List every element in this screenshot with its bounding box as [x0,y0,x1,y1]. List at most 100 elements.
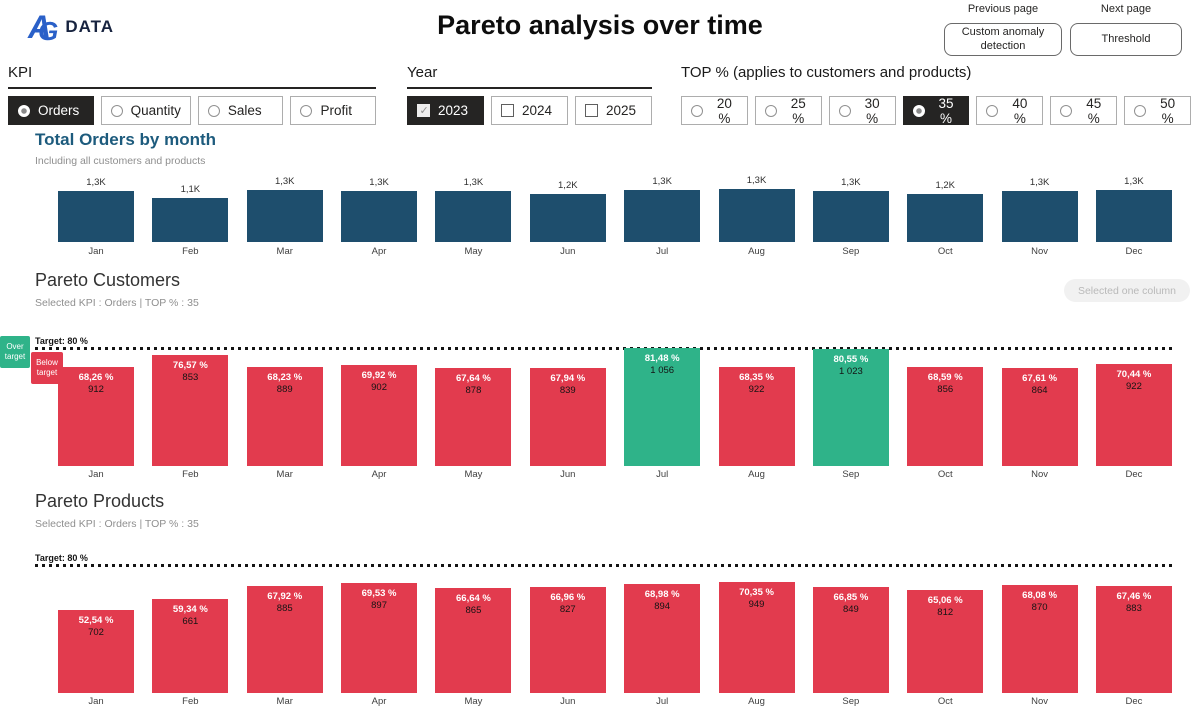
products-bar-pct-label: 67,46 % [1116,591,1152,603]
products-month-label-oct: Oct [937,696,953,707]
products-bar-dec[interactable]: 67,46 % 883 [1095,586,1172,693]
products-bar-column-nov: 68,08 % 870 [1001,558,1078,693]
orders-month-label-sep: Sep [842,246,860,257]
customers-bar-column-nov: 67,61 % 864 [1001,340,1078,466]
kpi-filter-group: KPI Orders Quantity Sales Profit [8,64,377,125]
orders-bar-apr[interactable] [341,191,418,242]
products-target-label: Target: 80 % [35,553,88,563]
kpi-option-orders[interactable]: Orders [8,96,94,125]
year-option-2024[interactable]: 2024 [491,96,568,125]
top-pct-option-25[interactable]: 25 % [754,95,822,126]
orders-month-label-jan: Jan [88,246,104,257]
products-bar-oct[interactable]: 65,06 % 812 [907,590,984,693]
orders-bar-may[interactable] [435,190,512,242]
customers-bar-pct-label: 68,23 % [267,372,303,384]
top-pct-options: 20 % 25 % 30 % 35 % 40 % 45 % 50 % [681,95,1192,126]
products-bar-aug[interactable]: 70,35 % 949 [718,581,795,693]
year-option-2023[interactable]: 2023 [407,96,484,125]
products-bar-jan[interactable]: 52,54 % 702 [58,610,134,693]
orders-bar-column-apr: 1,3K [341,172,418,242]
customers-bar-column-may: 67,64 % 878 [435,340,512,466]
customers-bar-jun[interactable]: 67,94 % 839 [529,367,606,466]
orders-bar-mar[interactable] [246,190,323,242]
orders-bar-nov[interactable] [1001,190,1078,242]
customers-bar-column-feb: 76,57 % 853 [152,340,229,466]
products-bar-mar[interactable]: 67,92 % 885 [246,585,323,693]
top-pct-option-40[interactable]: 40 % [976,96,1044,126]
products-bar-apr[interactable]: 69,53 % 897 [341,583,418,693]
customers-bar-value-label: 922 [748,383,765,395]
top-pct-option-30[interactable]: 30 % [828,96,896,126]
customers-bar-jul[interactable]: 81,48 % 1 056 [624,347,701,466]
products-bar-value-label: 885 [276,602,293,614]
kpi-options: Orders Quantity Sales Profit [8,96,377,125]
top-pct-option-35[interactable]: 35 % [902,96,970,126]
next-page-label[interactable]: Next page [1100,3,1152,15]
products-bar-column-apr: 69,53 % 897 [341,558,418,693]
customers-bar-jan[interactable]: 68,26 % 912 [58,367,134,466]
customers-chart-subtitle: Selected KPI : Orders | TOP % : 35 [35,297,199,309]
customers-bar-oct[interactable]: 68,59 % 856 [907,366,984,466]
products-bar-may[interactable]: 66,64 % 865 [435,587,512,693]
orders-bar-jan[interactable] [58,190,134,242]
customers-bar-column-mar: 68,23 % 889 [246,340,323,466]
custom-anomaly-detection-button[interactable]: Custom anomaly detection [944,23,1062,56]
customers-bar-value-label: 878 [465,384,482,396]
threshold-button[interactable]: Threshold [1070,23,1182,56]
orders-month-label-mar: Mar [276,246,293,257]
orders-bar-oct[interactable] [907,193,984,242]
products-bar-feb[interactable]: 59,34 % 661 [152,599,229,693]
orders-bar-jul[interactable] [624,190,701,242]
logo-text: DATA [65,17,115,36]
year-option-2025[interactable]: 2025 [575,96,652,125]
products-plot: Target: 80 % 52,54 % 702 59,34 % 661 67,92 %… [35,553,1172,693]
top-pct-option-45[interactable]: 45 % [1050,96,1118,126]
customers-bar-aug[interactable]: 68,35 % 922 [718,366,795,466]
products-bar-pct-label: 52,54 % [78,615,114,626]
top-pct-option-label: 25 % [790,95,806,126]
products-bar-value-label: 949 [748,598,765,610]
top-pct-option-50[interactable]: 50 % [1124,96,1192,126]
orders-bar-jun[interactable] [529,194,606,242]
below-target-legend-badge: Below target [31,352,63,384]
orders-bar-feb[interactable] [152,197,229,242]
customers-bar-pct-label: 69,92 % [361,369,397,381]
products-bar-jul[interactable]: 68,98 % 894 [624,584,701,693]
customers-bar-may[interactable]: 67,64 % 878 [435,367,512,466]
products-bar-column-aug: 70,35 % 949 [718,558,795,693]
customers-bar-sep[interactable]: 80,55 % 1 023 [812,349,889,466]
customers-bar-feb[interactable]: 76,57 % 853 [152,355,229,466]
products-chart-title: Pareto Products [35,491,165,511]
customers-bar-value-label: 839 [559,384,576,396]
products-bar-column-sep: 66,85 % 849 [812,558,889,693]
products-month-label-sep: Sep [842,696,860,707]
orders-month-label-may: May [464,246,483,257]
orders-bar-aug[interactable] [718,189,795,242]
selected-one-column-button[interactable]: Selected one column [1064,279,1190,302]
customers-bar-apr[interactable]: 69,92 % 902 [341,364,418,466]
customers-bar-mar[interactable]: 68,23 % 889 [246,367,323,466]
top-pct-option-20[interactable]: 20 % [681,96,748,126]
products-bar-sep[interactable]: 66,85 % 849 [812,587,889,693]
orders-bar-value-label: 1,2K [558,180,578,192]
customers-bar-value-label: 853 [182,372,199,383]
kpi-option-sales[interactable]: Sales [197,96,284,125]
radio-icon [1060,104,1073,117]
customers-bar-dec[interactable]: 70,44 % 922 [1095,363,1172,466]
customers-bar-value-label: 856 [937,383,954,395]
orders-bar-value-label: 1,3K [86,176,106,188]
customers-bar-column-aug: 68,35 % 922 [718,340,795,466]
orders-bar-sep[interactable] [812,191,889,242]
customers-bar-column-dec: 70,44 % 922 [1095,340,1172,466]
orders-bar-value-label: 1,3K [274,176,295,188]
kpi-option-quantity[interactable]: Quantity [100,96,191,125]
customers-bar-nov[interactable]: 67,61 % 864 [1001,368,1078,466]
products-bar-value-label: 894 [654,601,671,612]
radio-icon [300,104,313,117]
kpi-option-profit[interactable]: Profit [290,96,377,125]
previous-page-label[interactable]: Previous page [967,3,1039,15]
products-bar-jun[interactable]: 66,96 % 827 [529,587,606,693]
orders-bar-dec[interactable] [1095,190,1172,242]
products-bar-nov[interactable]: 68,08 % 870 [1001,585,1078,693]
